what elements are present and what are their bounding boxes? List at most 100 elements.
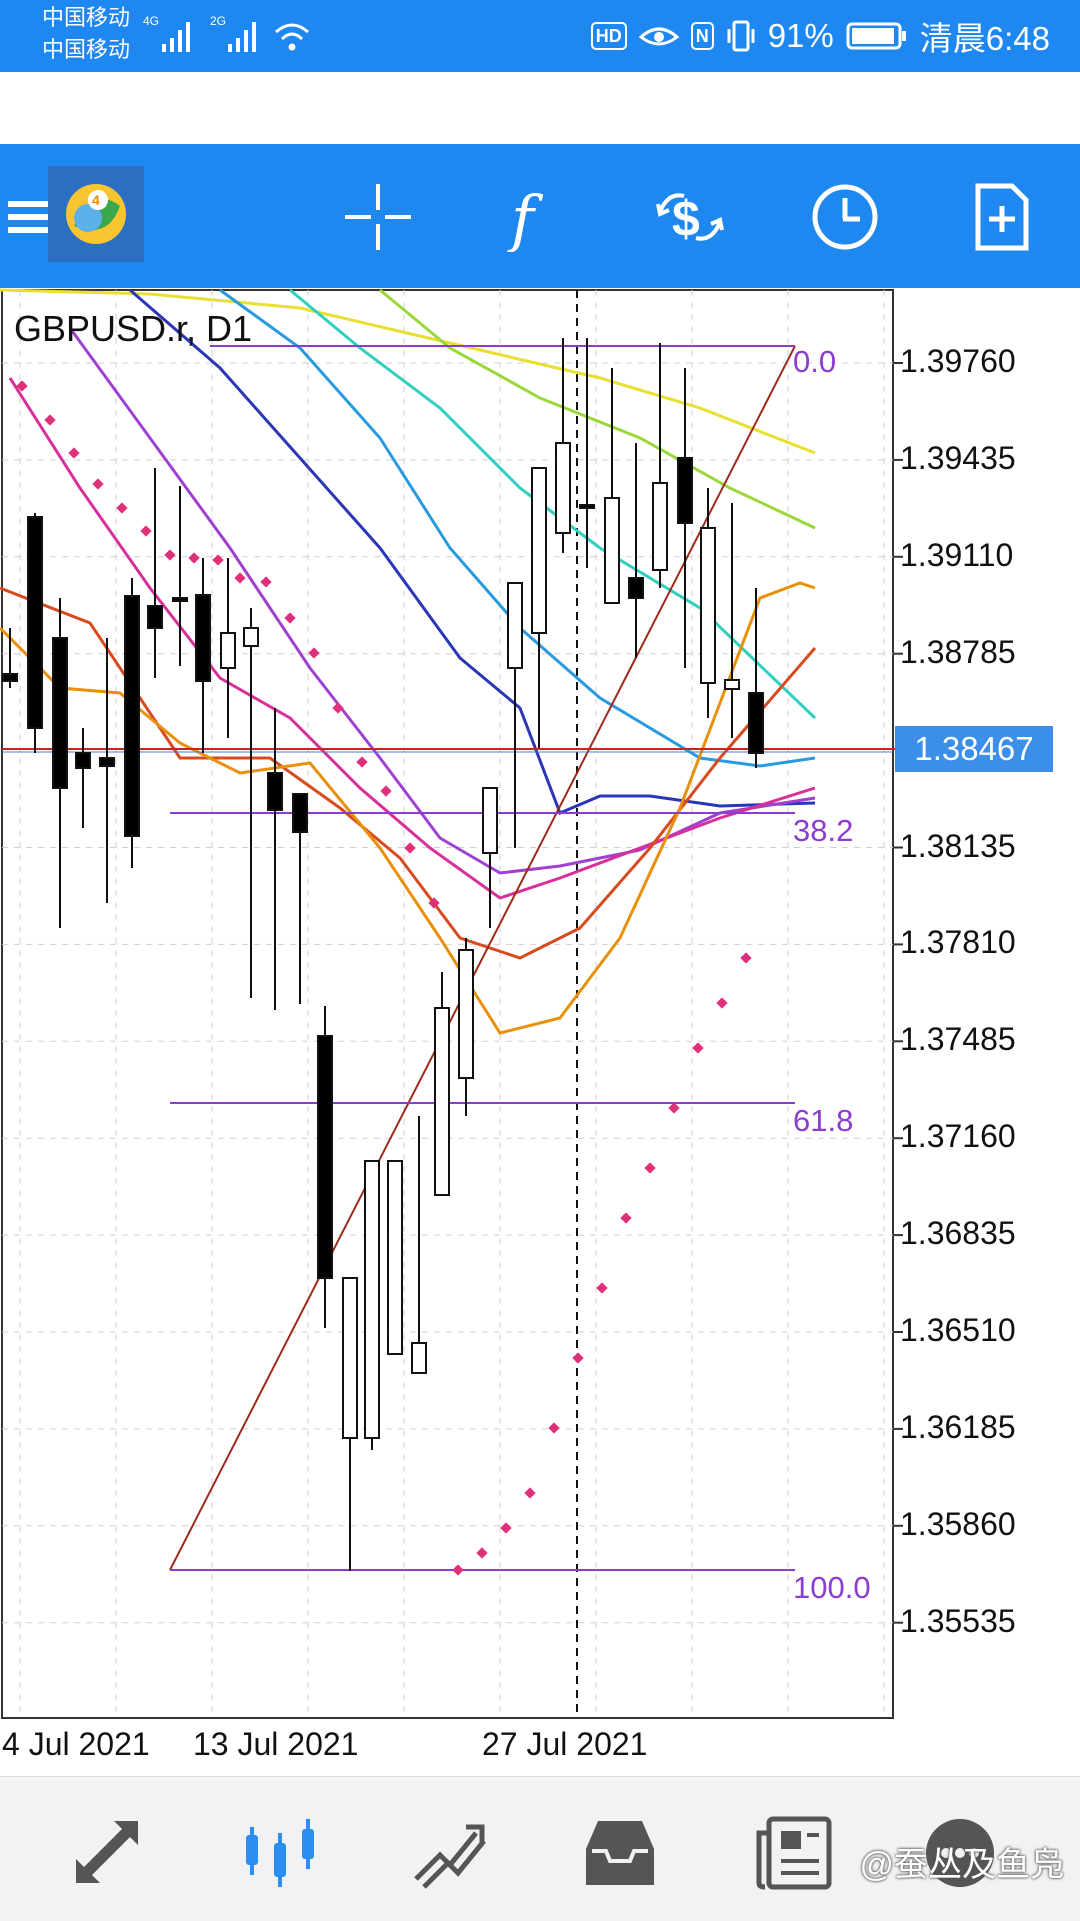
sar-dot [500, 1522, 512, 1534]
candle-20 [458, 949, 474, 1079]
metatrader-logo[interactable]: 4 [48, 166, 144, 262]
fib-label-100: 100.0 [793, 1570, 871, 1605]
date-label-3: 27 Jul 2021 [482, 1726, 648, 1762]
candle-16 [364, 1160, 380, 1439]
network-type-1: 4G [143, 14, 160, 28]
candle-26 [604, 497, 620, 604]
fib-label-0: 0.0 [793, 344, 837, 379]
status-bar: 中国移动 中国移动 4G 2G HD N 91% 清晨6:48 [0, 0, 1080, 72]
svg-text:$: $ [672, 191, 700, 247]
candle-9 [195, 594, 211, 682]
eye-comfort-icon [638, 27, 679, 46]
battery-icon [846, 22, 906, 50]
fib-label-61: 61.8 [793, 1103, 854, 1138]
timeframe-icon[interactable] [800, 172, 890, 262]
history-icon[interactable] [580, 1813, 660, 1893]
candle-6 [124, 595, 140, 837]
sar-dot [260, 576, 272, 588]
candle-8 [172, 597, 188, 602]
sar-dot [452, 1564, 464, 1576]
candle-13 [292, 793, 308, 833]
candle-30 [700, 527, 716, 684]
price-level-label: 1.39110 [900, 536, 1014, 573]
candle-18 [411, 1342, 427, 1374]
signal-icon-2 [228, 22, 256, 52]
candle-24 [555, 442, 571, 534]
candle-4 [75, 752, 91, 769]
sar-dot [140, 525, 152, 537]
sar-dot [404, 842, 416, 854]
sar-dot [572, 1352, 584, 1364]
hd-icon: HD [590, 22, 627, 50]
sar-dot [332, 702, 344, 714]
battery-percent: 91% [767, 17, 834, 54]
top-toolbar: 4 f $ [0, 144, 1080, 288]
sar-dot [428, 897, 440, 909]
sar-dot [356, 756, 368, 768]
price-level-label: 1.36510 [900, 1312, 1016, 1348]
candle-27 [628, 577, 644, 599]
new-order-icon[interactable] [957, 172, 1047, 262]
candle-7 [147, 605, 163, 629]
sar-dot [44, 414, 56, 426]
quotes-icon[interactable] [70, 1813, 150, 1893]
price-level-label: 1.36835 [900, 1215, 1016, 1252]
candle-28 [652, 482, 668, 571]
sar-dot [380, 785, 392, 797]
network-type-2: 2G [210, 14, 227, 28]
spacer [0, 72, 1080, 144]
candle-3 [52, 637, 68, 789]
price-level-label: 1.37160 [900, 1118, 1016, 1155]
watermark: @蚕丛及鱼凫 [859, 1846, 1064, 1884]
sar-dot [284, 612, 296, 624]
fib-trend-line [169, 345, 796, 1571]
chart-icon[interactable] [240, 1813, 320, 1893]
candle-15 [342, 1277, 358, 1439]
candle-5 [99, 757, 115, 767]
clock: 清晨6:48 [919, 20, 1050, 57]
sar-dot [308, 647, 320, 659]
candle-32 [748, 692, 764, 754]
sar-dot [692, 1042, 704, 1054]
svg-text:f: f [507, 182, 544, 252]
wifi-icon [275, 23, 309, 51]
candle-14 [317, 1035, 333, 1279]
crosshair-icon[interactable] [333, 172, 423, 262]
indicators-icon[interactable]: f [488, 172, 578, 262]
price-chart[interactable] [0, 288, 1080, 1776]
trade-nav-icon[interactable] [410, 1813, 490, 1893]
candle-11 [243, 627, 259, 647]
menu-icon[interactable] [0, 172, 68, 262]
signal-icon-1 [162, 22, 190, 52]
sar-dot [188, 552, 200, 564]
sar-dot [668, 1102, 680, 1114]
price-level-label: 1.38785 [900, 633, 1016, 670]
bottom-navigation: @蚕丛及鱼凫 [0, 1776, 1080, 1921]
price-level-label: 1.37485 [900, 1021, 1016, 1058]
moving-average-line-5 [129, 288, 816, 815]
sar-dot [212, 554, 224, 566]
carrier-2: 中国移动 [42, 37, 131, 62]
svg-text:4: 4 [92, 192, 100, 208]
candle-17 [387, 1160, 403, 1355]
date-label-2: 13 Jul 2021 [193, 1726, 359, 1762]
sar-dot [596, 1282, 608, 1294]
sar-dot [234, 572, 246, 584]
trade-icon[interactable]: $ [645, 172, 735, 262]
sar-dot [476, 1547, 488, 1559]
sar-dot [620, 1212, 632, 1224]
price-level-label: 1.35860 [900, 1505, 1016, 1542]
candle-23 [531, 467, 547, 634]
candle-19 [434, 1007, 450, 1196]
price-level-label: 1.36185 [900, 1408, 1016, 1445]
moving-average-line-8 [0, 586, 817, 960]
plot-frame [1, 289, 894, 1719]
price-level-label: 1.35535 [900, 1602, 1016, 1639]
news-icon[interactable] [755, 1813, 835, 1893]
chart-area[interactable]: GBPUSD.r, D1 1.39760 1.39435 1.39110 1.3878… [0, 288, 1080, 1776]
price-level-label: 1.38135 [900, 827, 1016, 864]
candle-2 [27, 516, 43, 729]
moving-average-line-2 [379, 288, 816, 530]
messages-icon[interactable] [920, 1813, 1000, 1893]
symbol-label: GBPUSD.r, D1 [14, 308, 253, 349]
